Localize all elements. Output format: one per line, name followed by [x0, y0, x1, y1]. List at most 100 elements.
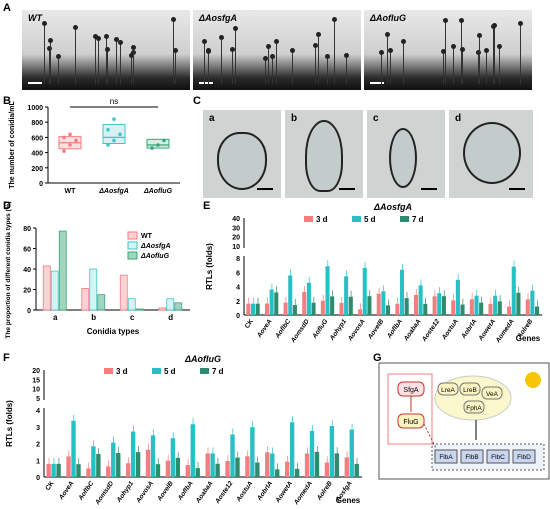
y-tick-label: 20: [32, 368, 40, 375]
bar: [106, 466, 111, 477]
y-tick-label: 15: [32, 377, 40, 384]
x-tick-label: AobrlA: [460, 318, 479, 341]
photo-flug: ΔAofluG: [364, 10, 532, 90]
bar: [441, 296, 446, 315]
legend-label: 3 d: [116, 367, 128, 376]
node-box: [486, 449, 510, 464]
legend-swatch: [127, 231, 138, 240]
bar: [155, 464, 161, 477]
bar: [311, 302, 316, 315]
y-tick-label: 200: [31, 166, 43, 173]
legend-swatch: [127, 241, 138, 250]
bar: [309, 430, 315, 477]
bar: [399, 269, 405, 315]
x-tick-label: Aohyp1: [328, 318, 348, 343]
x-tick-label: AomedA: [494, 318, 516, 345]
bar: [358, 309, 363, 315]
bar: [289, 422, 295, 477]
y-tick-label: 8: [236, 256, 240, 263]
bar: [324, 462, 330, 477]
data-point: [156, 143, 160, 147]
bar: [210, 453, 215, 477]
bar: [158, 307, 167, 311]
bar: [235, 457, 240, 477]
legend-swatch: [152, 368, 161, 374]
bar: [174, 302, 183, 311]
x-tick-label: AolreB: [315, 480, 334, 503]
bar: [269, 289, 274, 315]
y-tick-label: 10: [232, 244, 240, 251]
node-box: [434, 449, 458, 464]
y-tick-label: 4: [236, 285, 240, 292]
bar: [284, 461, 290, 477]
bar: [50, 270, 59, 311]
legend-label: 7 d: [412, 215, 424, 224]
bar: [51, 463, 56, 477]
bar: [423, 303, 428, 315]
legend-swatch: [400, 216, 409, 222]
x-tick-label: AoabaA: [194, 480, 215, 505]
x-tick-label: CK: [244, 318, 255, 330]
node-label: FlbA: [439, 454, 453, 461]
y-tick-label: 2: [236, 299, 240, 306]
bar: [344, 457, 349, 477]
legend-label: ΔAosfgA: [140, 243, 171, 250]
x-tick-label: b: [91, 313, 96, 322]
legend-label: 5 d: [164, 367, 176, 376]
x-axis-label: Genes: [516, 334, 541, 343]
bar: [150, 435, 156, 477]
y-axis-label: RTLs (folds): [5, 400, 14, 447]
data-point: [162, 138, 166, 143]
bar: [339, 302, 344, 315]
y-tick-label: 20: [232, 235, 240, 242]
node-box: [463, 400, 485, 414]
bar: [270, 453, 275, 477]
data-point: [62, 149, 66, 153]
node-box: [459, 382, 481, 396]
panel-label-c: C: [193, 95, 201, 107]
y-tick-label: 0: [39, 181, 43, 188]
bar: [283, 302, 288, 315]
legend-label: WT: [141, 233, 153, 240]
bar: [215, 463, 220, 477]
node-box: [512, 449, 536, 464]
bar: [418, 285, 423, 315]
bar: [330, 296, 335, 315]
chart-title: ΔAosfgA: [373, 202, 412, 212]
x-tick-label: AovelB: [156, 480, 175, 503]
x-tick-label: Aoste12: [214, 480, 235, 506]
panel-label-a: A: [3, 2, 11, 14]
data-point: [118, 132, 122, 137]
data-point: [112, 138, 116, 143]
y-tick-label: 10: [32, 387, 40, 394]
y-tick-label: 2: [36, 442, 40, 449]
bar: [56, 463, 61, 477]
node-box: [460, 449, 484, 464]
bar: [469, 299, 474, 315]
bar: [190, 424, 195, 477]
legend-swatch: [304, 216, 313, 222]
bar: [381, 291, 386, 315]
bar: [86, 468, 91, 477]
sun-icon: [525, 372, 541, 388]
y-tick-label: 0: [27, 308, 31, 315]
legend-swatch: [352, 216, 361, 222]
bar: [451, 300, 456, 315]
x-tick-label: AoflbC: [77, 480, 96, 503]
x-tick-label: AoflbC: [274, 318, 293, 341]
bar: [493, 295, 498, 315]
y-tick-label: 20: [23, 288, 31, 295]
x-tick-label: Aoste12: [420, 318, 441, 344]
significance-label: ns: [110, 97, 118, 106]
bar: [413, 294, 419, 315]
legend-label: ΔAofluG: [140, 253, 170, 260]
bar: [404, 298, 409, 315]
bar: [488, 303, 493, 315]
bar: [437, 293, 442, 315]
data-point: [74, 138, 78, 143]
bar: [135, 308, 144, 311]
bar: [376, 293, 381, 315]
bar: [125, 463, 131, 477]
legend-swatch: [127, 251, 138, 260]
